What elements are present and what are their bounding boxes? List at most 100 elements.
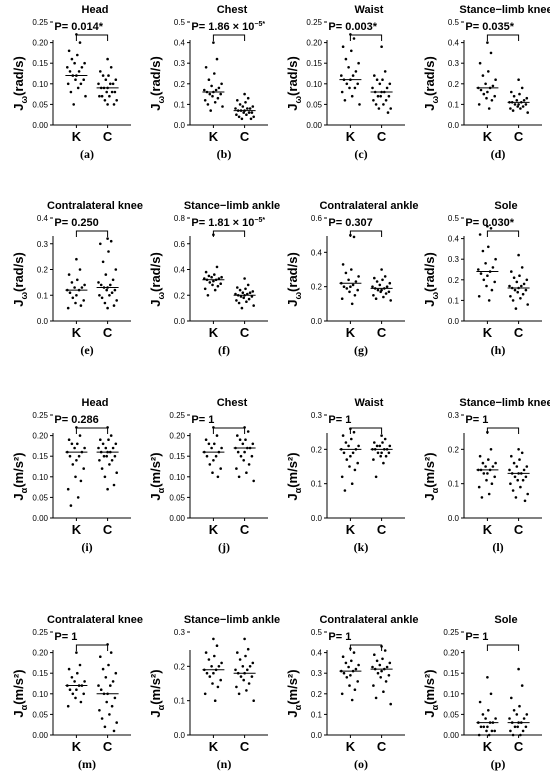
data-point bbox=[217, 277, 221, 280]
data-point bbox=[211, 283, 214, 287]
data-point bbox=[356, 680, 360, 683]
data-point bbox=[511, 299, 515, 302]
y-tick-label: 0.2 bbox=[311, 445, 323, 454]
data-point bbox=[106, 103, 109, 106]
data-point bbox=[235, 113, 238, 116]
data-point bbox=[219, 92, 222, 96]
data-point bbox=[374, 696, 378, 700]
data-point bbox=[509, 729, 512, 733]
p-value-label: P= 1 bbox=[465, 631, 488, 643]
y-tick-label: 0.20 bbox=[306, 39, 322, 48]
data-point bbox=[66, 66, 69, 69]
y-tick-label: 0.1 bbox=[448, 100, 460, 109]
data-point bbox=[381, 278, 384, 282]
data-point bbox=[106, 237, 109, 240]
panel-label: (h) bbox=[491, 343, 506, 357]
data-point bbox=[241, 665, 245, 668]
data-point bbox=[214, 454, 218, 458]
p-value-label: P= 1 bbox=[465, 414, 488, 426]
data-point bbox=[380, 268, 383, 271]
data-point bbox=[106, 306, 109, 310]
data-point bbox=[237, 115, 241, 119]
data-point bbox=[344, 57, 348, 61]
data-point bbox=[109, 66, 113, 69]
data-point bbox=[511, 109, 515, 112]
data-point bbox=[487, 299, 491, 302]
data-point bbox=[216, 284, 220, 288]
y-tick-label: 0.3 bbox=[448, 59, 460, 68]
data-point bbox=[374, 475, 378, 479]
data-point bbox=[245, 113, 248, 116]
data-point bbox=[477, 268, 480, 271]
y-axis-label-subscript: α bbox=[156, 704, 166, 710]
data-point bbox=[243, 92, 246, 96]
data-point bbox=[203, 99, 207, 102]
y-tick-label: 0.10 bbox=[32, 473, 48, 482]
data-point bbox=[388, 281, 392, 285]
y-axis-label-main: J bbox=[285, 493, 300, 500]
data-point bbox=[214, 88, 218, 92]
y-axis-label: Jα(m/s²) bbox=[148, 452, 166, 500]
data-point bbox=[110, 90, 114, 94]
data-point bbox=[235, 685, 238, 689]
subplot-title: Head bbox=[82, 397, 109, 409]
data-point bbox=[109, 283, 112, 287]
data-point bbox=[487, 245, 490, 249]
y-tick-label: 0.0 bbox=[174, 121, 186, 130]
data-point bbox=[114, 268, 118, 271]
subplot-title: Waist bbox=[355, 4, 384, 16]
data-point bbox=[512, 709, 516, 712]
data-point bbox=[384, 680, 388, 683]
data-point bbox=[385, 285, 389, 289]
panel-label: (n) bbox=[217, 757, 232, 771]
data-point bbox=[524, 475, 528, 479]
data-point bbox=[239, 454, 243, 458]
data-point bbox=[240, 306, 244, 310]
data-point bbox=[378, 283, 382, 287]
data-point bbox=[491, 266, 495, 269]
data-point bbox=[236, 286, 239, 289]
data-point bbox=[251, 105, 255, 108]
data-point bbox=[240, 117, 244, 121]
data-point bbox=[217, 665, 221, 668]
category-label: K bbox=[72, 522, 82, 537]
data-point bbox=[74, 696, 77, 700]
data-point bbox=[97, 446, 100, 450]
data-point bbox=[246, 107, 249, 110]
data-point bbox=[521, 729, 525, 733]
y-tick-label: 0.2 bbox=[174, 291, 186, 300]
data-point bbox=[246, 96, 250, 100]
data-point bbox=[383, 437, 387, 441]
data-point bbox=[354, 280, 358, 283]
data-point bbox=[375, 280, 379, 283]
data-point bbox=[386, 111, 390, 114]
subplot-f: Stance−limb ankle P= 1.81 × 10−5* 0.0 0.2 0.… bbox=[148, 200, 280, 357]
data-point bbox=[509, 107, 512, 110]
data-point bbox=[100, 717, 104, 720]
y-tick-label: 0.20 bbox=[32, 432, 48, 441]
data-point bbox=[106, 487, 109, 491]
data-point bbox=[210, 665, 213, 668]
data-point bbox=[246, 668, 249, 672]
subplot-title: Stance−limb ankle bbox=[184, 200, 280, 212]
data-point bbox=[78, 268, 82, 271]
data-point bbox=[104, 273, 108, 276]
y-tick-label: 0.15 bbox=[306, 59, 322, 68]
data-point bbox=[485, 478, 488, 482]
data-point bbox=[493, 475, 497, 479]
data-point bbox=[357, 444, 360, 448]
data-point bbox=[75, 294, 78, 297]
data-point bbox=[357, 663, 360, 667]
y-axis-label-subscript: ω bbox=[156, 292, 166, 300]
data-point bbox=[238, 103, 242, 106]
y-tick-label: 0.00 bbox=[32, 121, 48, 130]
data-point bbox=[379, 454, 383, 458]
data-point bbox=[244, 287, 247, 291]
y-tick-label: 0.2 bbox=[448, 445, 460, 454]
data-point bbox=[242, 296, 245, 300]
data-point bbox=[220, 661, 223, 665]
y-axis-label-main: J bbox=[285, 300, 300, 307]
data-point bbox=[105, 700, 108, 704]
data-point bbox=[375, 444, 379, 448]
